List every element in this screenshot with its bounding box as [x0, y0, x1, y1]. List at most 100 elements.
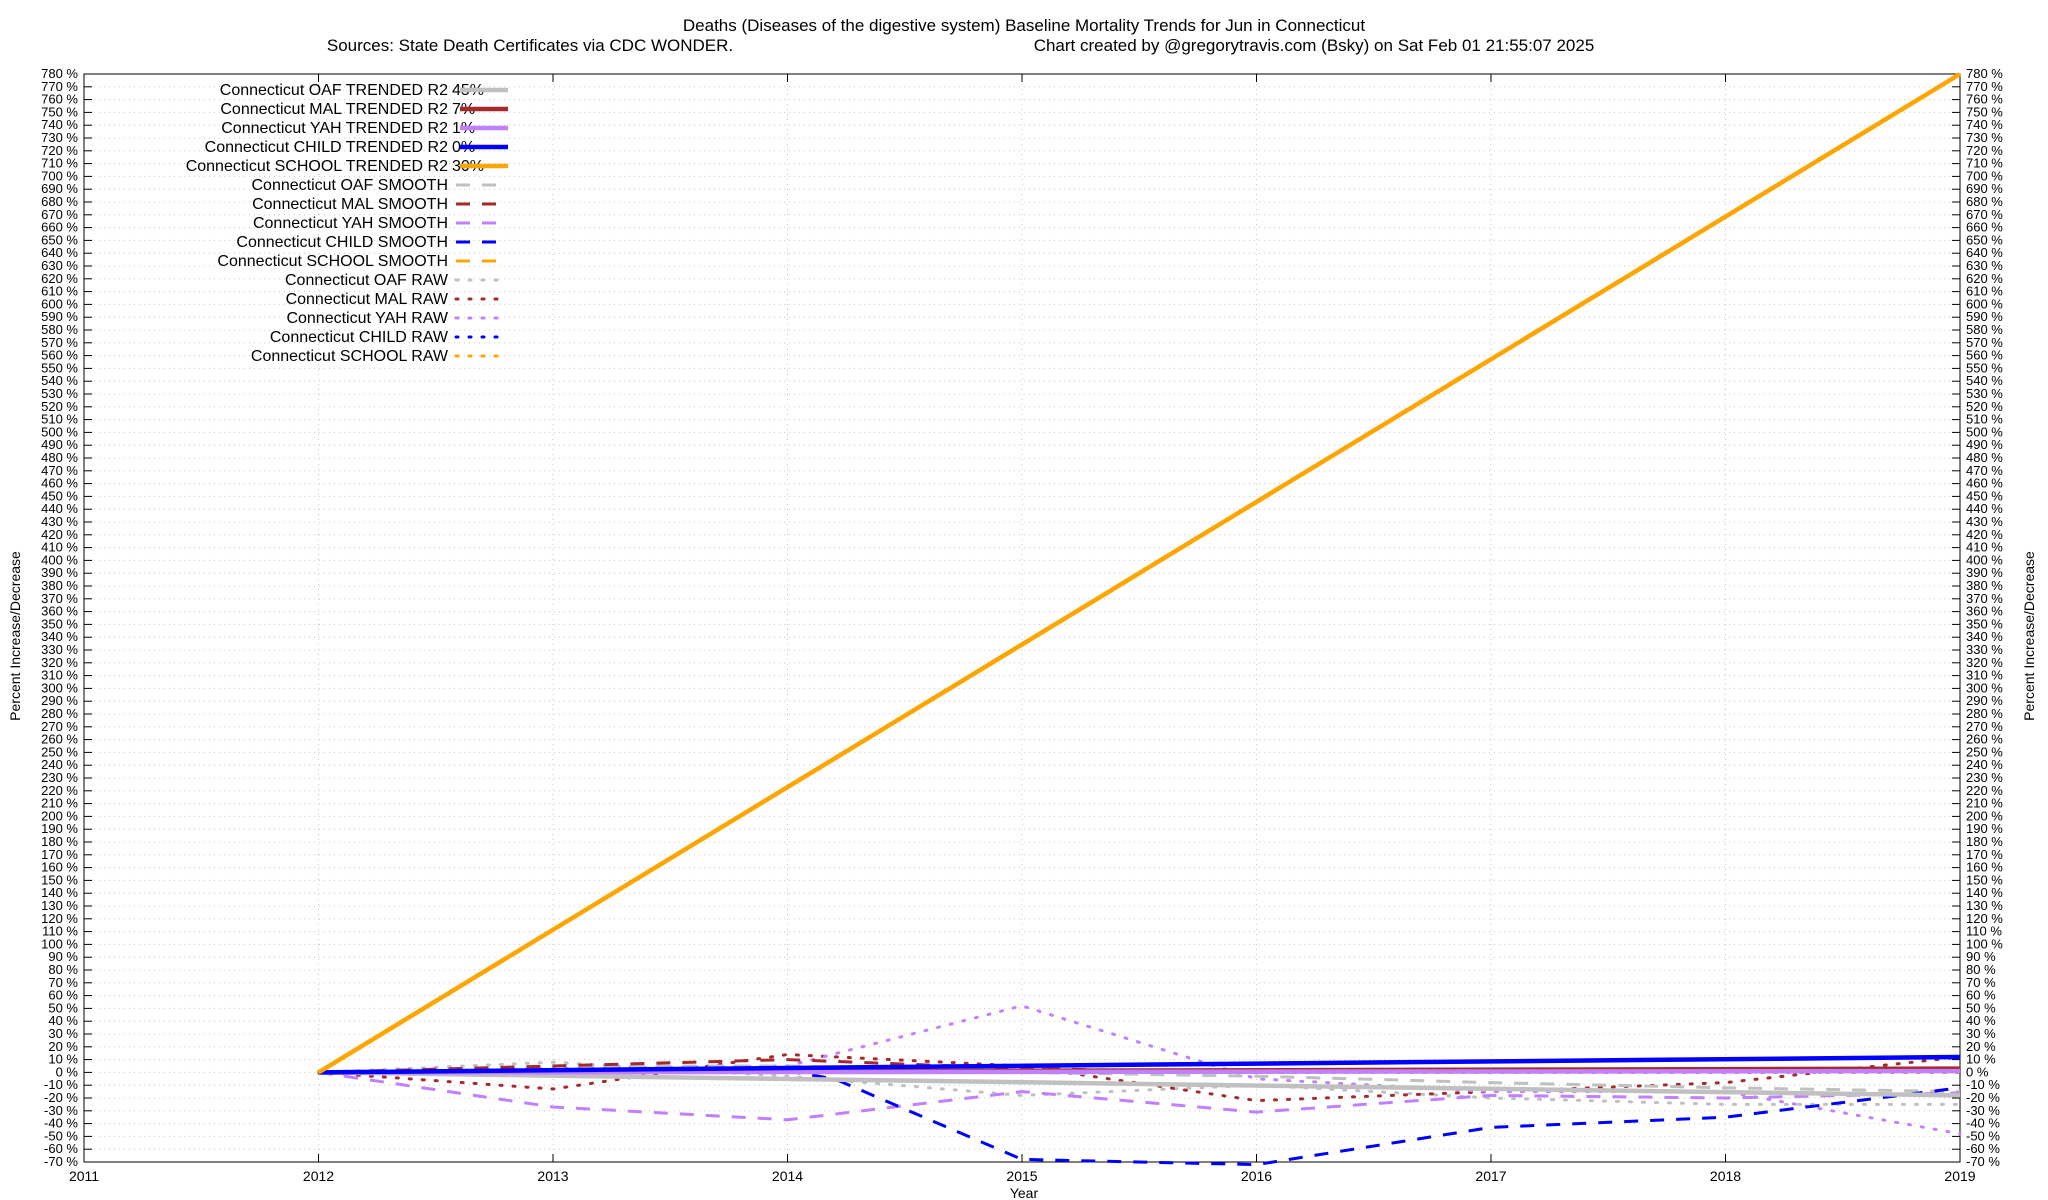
y-tick-label-right: 480 % — [1966, 450, 2003, 465]
y-tick-label-left: 770 % — [41, 79, 78, 94]
y-tick-label-right: 750 % — [1966, 104, 2003, 119]
y-tick-label-left: 520 % — [41, 399, 78, 414]
y-tick-label-left: 370 % — [41, 591, 78, 606]
y-tick-label-right: 320 % — [1966, 655, 2003, 670]
y-tick-label-right: 220 % — [1966, 783, 2003, 798]
x-tick-label: 2015 — [1006, 1168, 1037, 1184]
y-tick-label-left: 740 % — [41, 117, 78, 132]
y-tick-label-left: 220 % — [41, 783, 78, 798]
y-tick-label-right: 180 % — [1966, 834, 2003, 849]
y-tick-label-right: 390 % — [1966, 565, 2003, 580]
y-tick-label-right: 690 % — [1966, 181, 2003, 196]
y-tick-label-left: 470 % — [41, 463, 78, 478]
y-tick-label-left: 70 % — [48, 975, 78, 990]
y-tick-label-right: 680 % — [1966, 194, 2003, 209]
y-tick-label-right: 90 % — [1966, 949, 1996, 964]
chart-subtitle-left: Sources: State Death Certificates via CD… — [327, 36, 733, 55]
y-tick-label-right: 70 % — [1966, 975, 1996, 990]
y-tick-label-left: 300 % — [41, 680, 78, 695]
y-tick-label-left: 560 % — [41, 348, 78, 363]
legend-label-connecticut-school-smooth: Connecticut SCHOOL SMOOTH — [217, 253, 448, 270]
legend-label-connecticut-child-trended-r2: Connecticut CHILD TRENDED R2 — [205, 139, 448, 156]
chart-title: Deaths (Diseases of the digestive system… — [683, 16, 1365, 35]
x-tick-label: 2019 — [1944, 1168, 1975, 1184]
y-tick-label-right: 630 % — [1966, 258, 2003, 273]
y-tick-label-left: 430 % — [41, 514, 78, 529]
y-tick-label-left: 100 % — [41, 936, 78, 951]
y-tick-label-right: 250 % — [1966, 744, 2003, 759]
legend-label-connecticut-child-smooth: Connecticut CHILD SMOOTH — [236, 234, 448, 251]
y-tick-label-left: 420 % — [41, 527, 78, 542]
y-tick-label-right: -30 % — [1966, 1103, 2000, 1118]
x-tick-label: 2018 — [1710, 1168, 1741, 1184]
y-tick-label-left: 710 % — [41, 156, 78, 171]
series-layer — [317, 72, 1962, 1167]
y-tick-label-right: 290 % — [1966, 693, 2003, 708]
y-tick-label-left: 350 % — [41, 616, 78, 631]
series-line-connecticut-mal-raw — [317, 1053, 1962, 1103]
y-tick-label-left: -20 % — [44, 1090, 78, 1105]
y-tick-label-left: 210 % — [41, 796, 78, 811]
x-axis-label: Year — [1010, 1185, 1039, 1200]
y-tick-label-left: 610 % — [41, 284, 78, 299]
x-tick-label: 2017 — [1475, 1168, 1506, 1184]
y-tick-label-left: 450 % — [41, 488, 78, 503]
y-tick-label-left: 60 % — [48, 988, 78, 1003]
y-tick-label-left: 120 % — [41, 911, 78, 926]
y-tick-label-left: -30 % — [44, 1103, 78, 1118]
y-tick-label-right: 280 % — [1966, 706, 2003, 721]
y-tick-label-left: 270 % — [41, 719, 78, 734]
x-tick-label: 2014 — [772, 1168, 803, 1184]
y-tick-label-right: 720 % — [1966, 143, 2003, 158]
y-tick-label-left: -10 % — [44, 1077, 78, 1092]
legend: Connecticut OAF TRENDED R2 45%Connecticu… — [186, 82, 510, 365]
y-tick-label-right: 340 % — [1966, 629, 2003, 644]
y-tick-label-left: 540 % — [41, 373, 78, 388]
y-tick-label-left: 570 % — [41, 335, 78, 350]
y-tick-label-right: 740 % — [1966, 117, 2003, 132]
legend-label-connecticut-oaf-raw: Connecticut OAF RAW — [285, 272, 449, 289]
y-tick-label-left: 170 % — [41, 847, 78, 862]
axes: -70 % -70 %-60 % -60 %-50 % -50 %-40 % -40 %… — [41, 66, 2003, 1184]
y-tick-label-left: 200 % — [41, 808, 78, 823]
y-tick-label-right: 460 % — [1966, 476, 2003, 491]
y-tick-label-left: 380 % — [41, 578, 78, 593]
y-tick-label-left: 320 % — [41, 655, 78, 670]
y-tick-label-right: -40 % — [1966, 1116, 2000, 1131]
y-tick-label-left: 110 % — [42, 924, 78, 939]
y-tick-label-left: 700 % — [41, 168, 78, 183]
y-tick-label-right: 420 % — [1966, 527, 2003, 542]
legend-label-connecticut-mal-raw: Connecticut MAL RAW — [286, 291, 449, 308]
y-tick-label-left: 140 % — [41, 885, 78, 900]
y-tick-label-left: 620 % — [41, 271, 78, 286]
y-tick-label-right: 510 % — [1966, 412, 2003, 427]
y-tick-label-right: 110 % — [1966, 924, 2002, 939]
y-tick-label-right: 430 % — [1966, 514, 2003, 529]
y-tick-label-left: 400 % — [41, 552, 78, 567]
series-line-connecticut-school-trended-r2 — [317, 72, 1962, 1075]
y-tick-label-left: -70 % — [44, 1154, 78, 1169]
y-tick-label-right: 780 % — [1966, 66, 2003, 81]
legend-label-connecticut-oaf-trended-r2: Connecticut OAF TRENDED R2 — [220, 82, 448, 99]
y-tick-label-right: 520 % — [1966, 399, 2003, 414]
y-tick-label-left: 30 % — [48, 1026, 78, 1041]
y-tick-label-left: 510 % — [41, 412, 78, 427]
y-tick-label-left: 590 % — [41, 309, 78, 324]
y-tick-label-left: 40 % — [48, 1013, 78, 1028]
y-tick-label-right: 170 % — [1966, 847, 2003, 862]
x-tick-label: 2011 — [69, 1168, 99, 1184]
y-tick-label-left: -60 % — [44, 1141, 78, 1156]
y-tick-label-left: 330 % — [41, 642, 78, 657]
y-tick-label-right: 600 % — [1966, 296, 2003, 311]
legend-label-connecticut-oaf-smooth: Connecticut OAF SMOOTH — [252, 177, 449, 194]
legend-label-connecticut-child-raw: Connecticut CHILD RAW — [270, 329, 449, 346]
y-tick-label-left: 760 % — [41, 92, 78, 107]
y-tick-label-left: 490 % — [41, 437, 78, 452]
y-tick-label-right: 700 % — [1966, 168, 2003, 183]
y-tick-label-left: 180 % — [41, 834, 78, 849]
y-tick-label-left: 230 % — [41, 770, 78, 785]
y-tick-label-left: 440 % — [41, 501, 78, 516]
y-tick-label-left: 550 % — [41, 360, 78, 375]
y-tick-label-right: 640 % — [1966, 245, 2003, 260]
